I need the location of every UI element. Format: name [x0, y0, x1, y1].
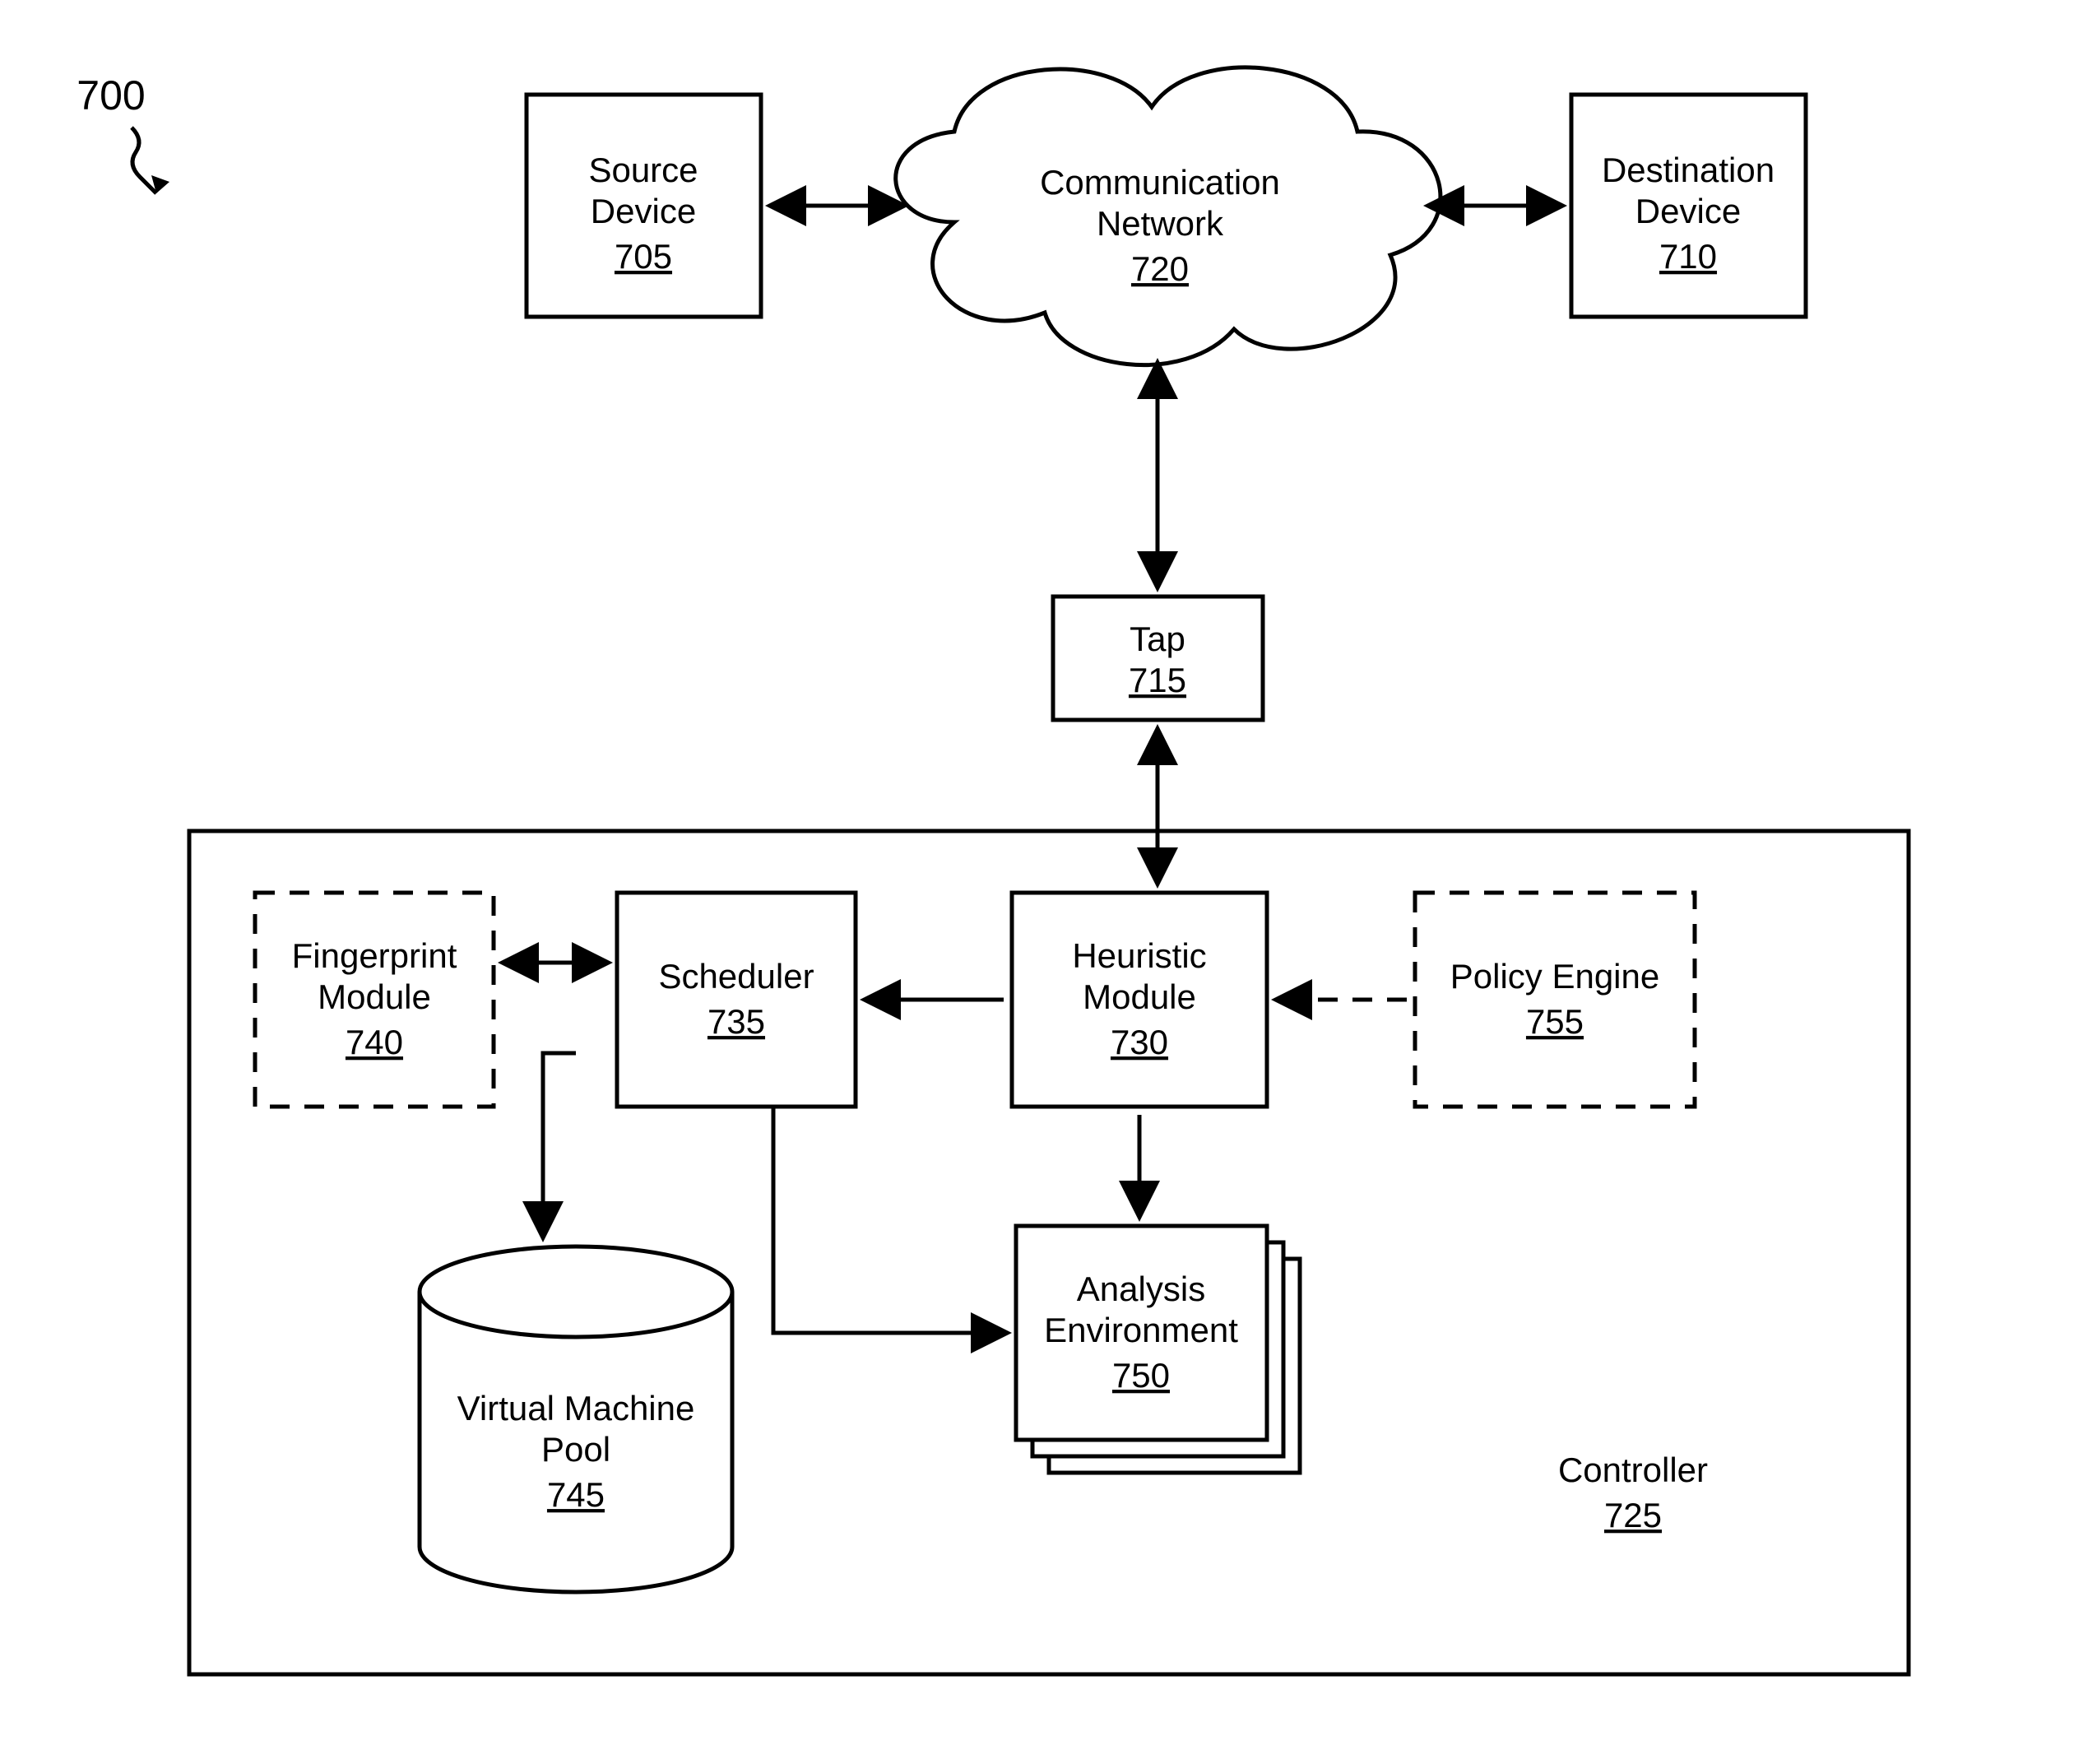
edge-scheduler-analysis [773, 1107, 1008, 1333]
vmpool-label1: Virtual Machine [457, 1389, 695, 1427]
source-device-label1: Source [588, 151, 698, 189]
policy-ref: 755 [1526, 1002, 1584, 1041]
heuristic-label1: Heuristic [1072, 936, 1206, 975]
destination-device-node: Destination Device 710 [1571, 95, 1806, 317]
scheduler-label: Scheduler [658, 957, 814, 996]
figure-label: 700 [77, 72, 169, 193]
analysis-node: Analysis Environment 750 [1016, 1226, 1300, 1473]
analysis-label2: Environment [1044, 1311, 1238, 1349]
comm-network-label1: Communication [1040, 163, 1280, 202]
tap-node: Tap 715 [1053, 597, 1263, 720]
fingerprint-label2: Module [318, 977, 431, 1016]
policy-label: Policy Engine [1450, 957, 1659, 996]
heuristic-node: Heuristic Module 730 [1012, 893, 1267, 1107]
figure-label-text: 700 [77, 72, 145, 118]
destination-device-label1: Destination [1602, 151, 1775, 189]
comm-network-ref: 720 [1131, 249, 1189, 288]
scheduler-node: Scheduler 735 [617, 893, 856, 1107]
source-device-ref: 705 [615, 237, 672, 276]
analysis-label1: Analysis [1077, 1270, 1205, 1308]
fingerprint-label1: Fingerprint [292, 936, 457, 975]
comm-network-node: Communication Network 720 [896, 67, 1441, 365]
vmpool-ref: 745 [547, 1475, 605, 1514]
destination-device-label2: Device [1635, 192, 1741, 230]
analysis-ref: 750 [1112, 1356, 1170, 1395]
vmpool-label2: Pool [541, 1430, 610, 1469]
edge-scheduler-vmpool [543, 1053, 576, 1238]
vmpool-node: Virtual Machine Pool 745 [420, 1246, 732, 1592]
controller-label: Controller [1558, 1451, 1708, 1489]
fingerprint-ref: 740 [346, 1023, 403, 1061]
tap-label: Tap [1130, 620, 1185, 658]
source-device-label2: Device [591, 192, 696, 230]
comm-network-label2: Network [1097, 204, 1224, 243]
controller-ref: 725 [1604, 1496, 1662, 1534]
destination-device-ref: 710 [1659, 237, 1717, 276]
tap-ref: 715 [1129, 661, 1186, 699]
fingerprint-node: Fingerprint Module 740 [255, 893, 494, 1107]
heuristic-label2: Module [1083, 977, 1196, 1016]
heuristic-ref: 730 [1111, 1023, 1168, 1061]
policy-node: Policy Engine 755 [1415, 893, 1695, 1107]
scheduler-ref: 735 [708, 1002, 765, 1041]
source-device-node: Source Device 705 [527, 95, 761, 317]
